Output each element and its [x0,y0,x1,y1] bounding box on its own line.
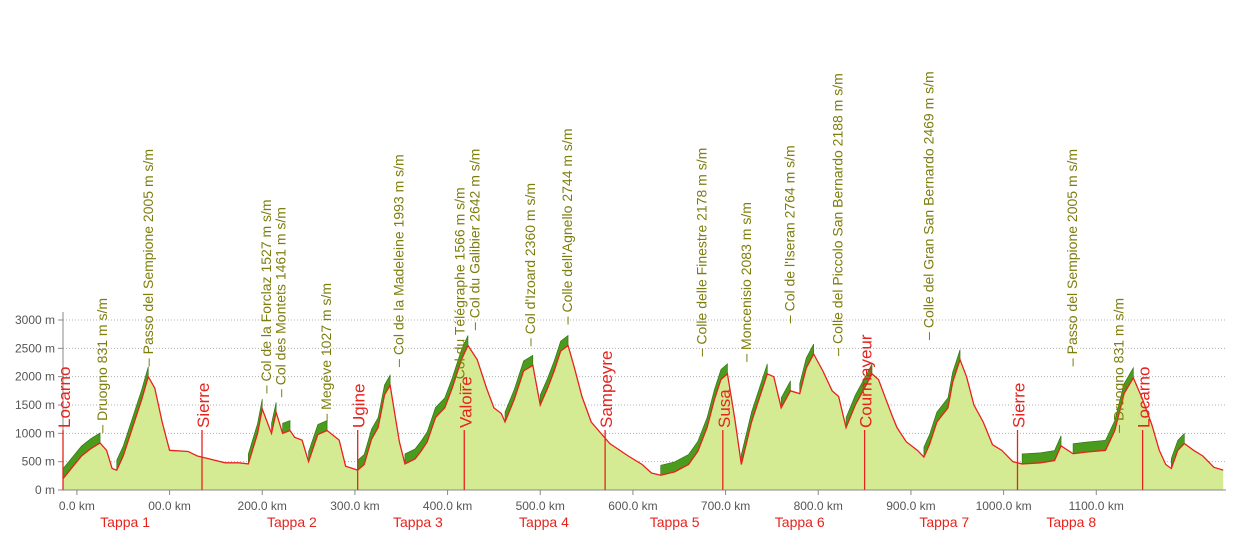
pass-label: Passo del Sempione 2005 m s/m [1064,149,1080,354]
stage-label: Tappa 4 [519,514,569,530]
y-tick-label: 2500 m [15,341,55,355]
stage-label: Tappa 6 [775,514,825,530]
elevation-line [62,344,1224,480]
town-label: Susa [715,389,734,428]
stage-labels: Tappa 1 Tappa 2 Tappa 3 Tappa 4 Tappa 5 Tappa… [100,514,1096,530]
x-tick-label: 500.0 km [516,499,565,513]
stage-label: Tappa 1 [100,514,150,530]
mountain-pass-labels: Druogno 831 m s/m Passo del Sempione 2005… [94,71,1126,433]
pass-label: Druogno 831 m s/m [94,298,110,421]
y-axis-ticks: 0 m 500 m 1000 m 1500 m 2000 m 2500 m 3000 m [15,313,63,497]
y-tick-label: 1000 m [15,426,55,440]
pass-label: Col de la Madeleine 1993 m s/m [390,154,406,355]
pass-label: Colle delle Finestre 2178 m s/m [693,148,709,345]
x-tick-label: 1100.0 km [1069,499,1124,513]
x-tick-label: 700.0 km [701,499,750,513]
x-tick-label: 1000.0 km [976,499,1032,513]
pass-label: Megève 1027 m s/m [318,283,334,410]
pass-label: Moncenisio 2083 m s/m [738,202,754,350]
y-tick-label: 0 m [35,483,55,497]
x-axis-ticks: 0.0 km 00.0 km 200.0 km 300.0 km 400.0 km 500… [59,490,1124,513]
elevation-area [62,344,1224,490]
x-tick-label: 200.0 km [238,499,287,513]
stage-label: Tappa 2 [267,514,317,530]
pass-label: Druogno 831 m s/m [1110,298,1126,421]
stage-label: Tappa 7 [919,514,969,530]
grid-lines [63,319,1226,463]
pass-label: Passo del Sempione 2005 m s/m [140,149,156,354]
pass-label: Col d'Izoard 2360 m s/m [522,183,538,334]
pass-label: Col du Télégraphe 1566 m s/m [452,187,468,379]
y-tick-label: 2000 m [15,370,55,384]
x-tick-label: 300.0 km [330,499,379,513]
pass-label: Col des Montets 1461 m s/m [273,207,289,385]
pass-label: Colle del Piccolo San Bernardo 2188 m s/… [830,73,846,344]
pass-label: Colle del Gran San Bernardo 2469 m s/m [920,71,936,328]
town-label: Locarno [1135,367,1154,428]
town-label: Sierre [194,383,213,428]
elevation-area-fill [63,345,1224,490]
stage-label: Tappa 3 [393,514,443,530]
y-tick-label: 500 m [22,455,55,469]
x-tick-label: 900.0 km [886,499,935,513]
town-label: Courmayeur [857,334,876,428]
pass-label: Col de l'Iseran 2764 m s/m [781,145,797,311]
y-tick-label: 3000 m [15,313,55,327]
x-tick-label: 800.0 km [794,499,843,513]
stage-label: Tappa 8 [1046,514,1096,530]
y-tick-label: 1500 m [15,398,55,412]
town-label: Sampeyre [597,351,616,428]
stage-label: Tappa 5 [650,514,700,530]
pass-label: Col du Galibier 2642 m s/m [466,149,482,319]
x-tick-label: 400.0 km [423,499,472,513]
pass-label: Col de la Forclaz 1527 m s/m [258,199,274,381]
town-label: Ugine [350,384,369,428]
x-tick-label: 600.0 km [608,499,657,513]
town-label: Locarno [55,367,74,428]
town-label: Valoire [456,376,475,428]
stage-town-labels: Locarno Sierre Ugine Valoire Sampeyre Susa Cou… [55,334,1154,490]
pass-label: Colle dell'Agnello 2744 m s/m [559,129,575,313]
town-label: Sierre [1009,383,1028,428]
x-tick-label: 00.0 km [148,499,191,513]
x-tick-label: 0.0 km [59,499,95,513]
